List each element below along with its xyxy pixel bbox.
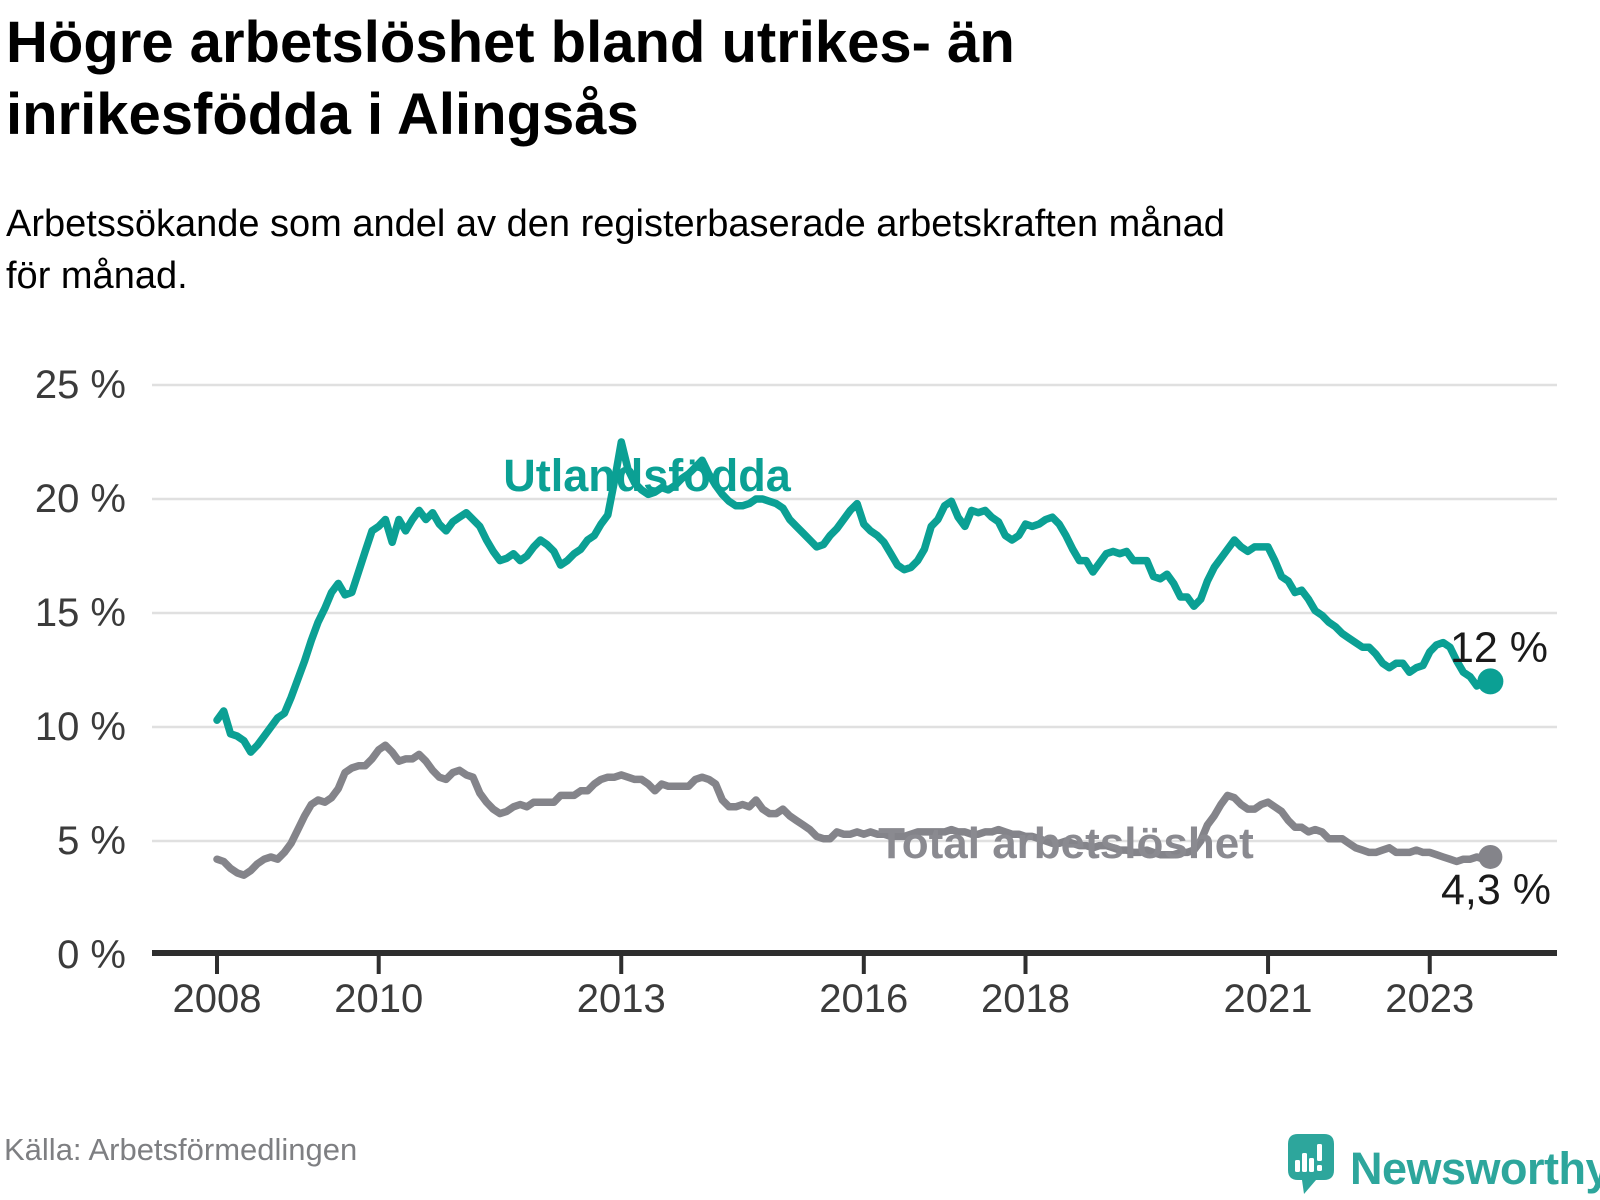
x-tick-label: 2023 — [1385, 977, 1474, 1021]
page-subtitle-line2: för månad. — [6, 255, 188, 297]
x-tick-label: 2016 — [819, 977, 908, 1021]
total-series-label: Total arbetslöshet — [878, 819, 1254, 868]
x-tick-label: 2008 — [173, 977, 262, 1021]
y-tick-label: 5 % — [57, 819, 126, 863]
newsworthy-wordmark: Newsworthy — [1350, 1143, 1600, 1194]
y-tick-label: 10 % — [35, 705, 126, 749]
y-axis-labels: 25 % 20 % 15 % 10 % 5 % 0 % — [35, 363, 126, 977]
page-title-line1: Högre arbetslöshet bland utrikes- än — [6, 10, 1015, 75]
newsworthy-logo — [1288, 1134, 1334, 1194]
total-value-label: 4,3 % — [1441, 866, 1551, 914]
utlandsfodda-end-dot — [1477, 668, 1504, 695]
source-text: Källa: Arbetsförmedlingen — [4, 1132, 357, 1167]
x-tick-label: 2010 — [334, 977, 423, 1021]
total-end-dot — [1478, 844, 1503, 869]
total-line — [213, 741, 1495, 879]
utlandsfodda-series-label: Utlandsfödda — [503, 450, 791, 501]
x-tick-label: 2013 — [577, 977, 666, 1021]
x-tick-label: 2021 — [1224, 977, 1313, 1021]
page-subtitle-line1: Arbetssökande som andel av den registerb… — [6, 203, 1225, 245]
y-tick-label: 20 % — [35, 477, 126, 521]
gridlines — [152, 383, 1557, 843]
chart-bars-icon — [1295, 1144, 1322, 1172]
utlandsfodda-line — [213, 438, 1495, 756]
page-title-line2: inrikesfödda i Alingsås — [6, 82, 639, 147]
y-tick-label: 0 % — [57, 933, 126, 977]
x-tick-label: 2018 — [981, 977, 1070, 1021]
x-axis: 2008 2010 2013 2016 2018 2021 2023 — [152, 950, 1557, 1021]
utlandsfodda-value-label: 12 % — [1450, 624, 1548, 672]
y-tick-label: 15 % — [35, 591, 126, 635]
y-tick-label: 25 % — [35, 363, 126, 407]
